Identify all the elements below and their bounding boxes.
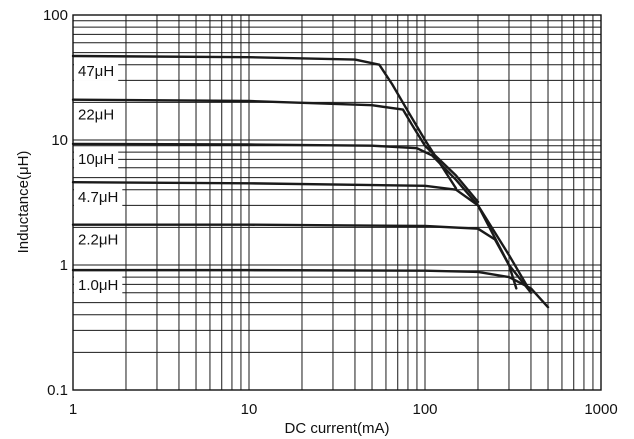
series-label: 2.2μH [78, 232, 118, 249]
series-label-bg [74, 229, 123, 250]
series-line-0 [71, 54, 458, 190]
series-label-bg [74, 275, 123, 296]
series-line-2 [71, 142, 533, 294]
series-label: 10μH [78, 151, 114, 168]
series-label: 4.7μH [78, 189, 118, 206]
y-tick-label: 1 [60, 257, 68, 274]
y-axis-title: Inductance(μH) [15, 151, 32, 254]
series-label: 47μH [78, 63, 114, 80]
series-line-1 [71, 98, 480, 204]
x-tick-label: 1000 [584, 401, 617, 418]
y-tick-label: 10 [51, 132, 68, 149]
series-line-4 [71, 223, 533, 294]
plot-area [72, 14, 602, 391]
series-line-5 [71, 268, 550, 309]
x-tick-label: 100 [412, 401, 437, 418]
series-labels: 47μH 22μH 10μH 4.7μH 2.2μH 1.0μH [74, 60, 123, 296]
y-tick-label: 0.1 [47, 382, 68, 399]
series-layer [71, 54, 550, 309]
series-label-bg [74, 104, 119, 125]
series-label-bg [74, 60, 119, 81]
x-axis-title: DC current(mA) [284, 420, 389, 437]
series-line-3 [71, 181, 518, 290]
series-label: 1.0μH [78, 277, 118, 294]
x-tick-label: 10 [241, 401, 258, 418]
series-label-bg [74, 148, 119, 169]
x-tick-label: 1 [69, 401, 77, 418]
series-label-bg [74, 187, 123, 208]
y-tick-label: 100 [43, 7, 68, 24]
series-label: 22μH [78, 107, 114, 124]
grid [73, 15, 601, 390]
